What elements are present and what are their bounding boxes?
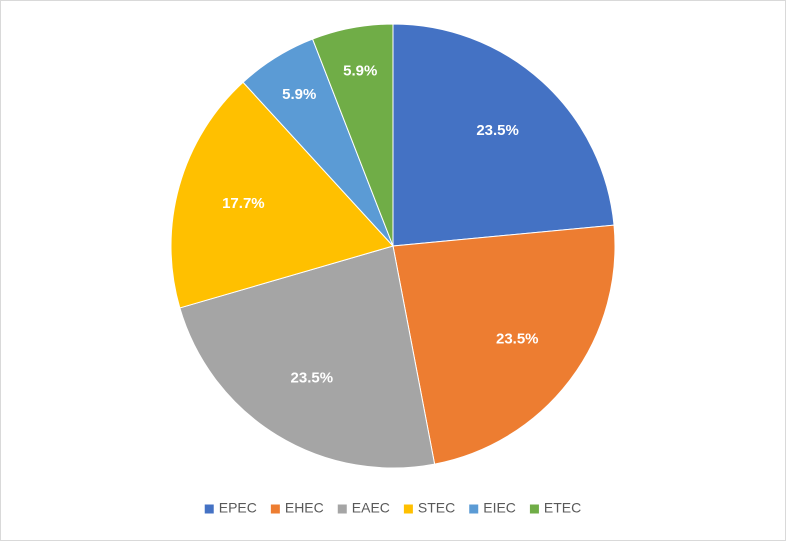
- pie-slice: [170, 81, 394, 309]
- legend-label: STEC: [418, 500, 455, 516]
- data-label: 5.9%: [343, 62, 377, 79]
- legend-label: EIEC: [483, 500, 516, 516]
- legend-swatch: [469, 504, 479, 514]
- legend-swatch: [270, 504, 280, 514]
- pie-slice: [179, 245, 436, 469]
- data-label: 23.5%: [476, 122, 519, 139]
- data-label: 23.5%: [291, 369, 334, 386]
- legend-swatch: [204, 504, 214, 514]
- legend-swatch: [337, 504, 347, 514]
- legend-label: EPEC: [219, 500, 257, 516]
- legend-swatch: [403, 504, 413, 514]
- legend-label: ETEC: [544, 500, 581, 516]
- legend-swatch: [529, 504, 539, 514]
- pie-slice: [392, 23, 615, 247]
- data-label: 17.7%: [222, 195, 265, 212]
- pie-slice: [311, 23, 394, 247]
- pie-slice: [392, 224, 616, 465]
- legend-label: EAEC: [352, 500, 390, 516]
- data-label: 5.9%: [282, 86, 316, 103]
- data-label: 23.5%: [496, 330, 539, 347]
- legend-label: EHEC: [285, 500, 324, 516]
